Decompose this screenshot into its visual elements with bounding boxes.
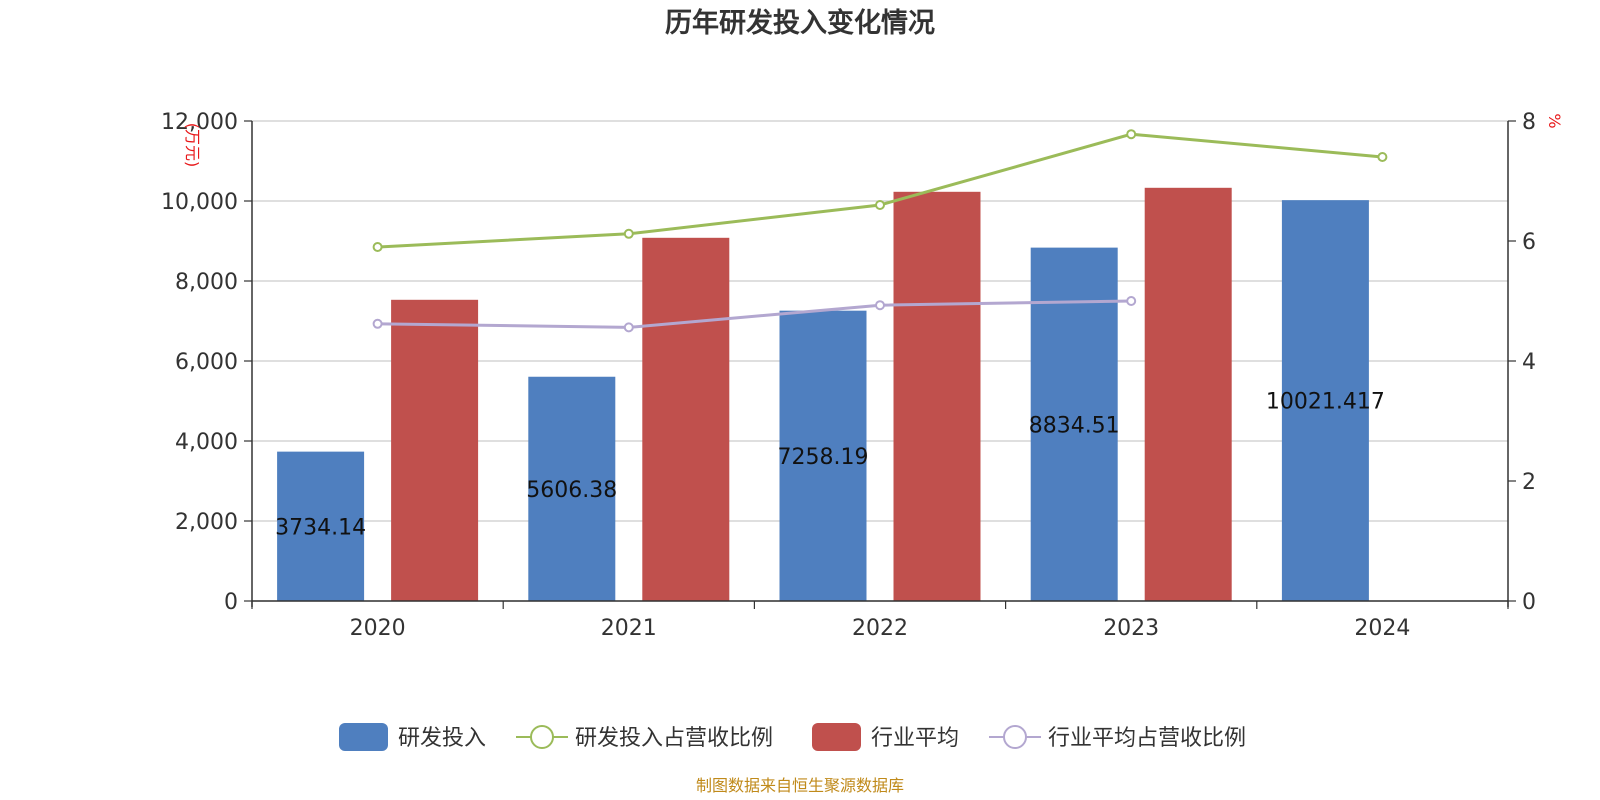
right-axis-unit: % [1545, 113, 1564, 128]
bar-rd-investment [1281, 200, 1369, 602]
line-point [623, 228, 634, 239]
bar-industry-average [893, 191, 981, 602]
chart-title: 历年研发投入变化情况 [665, 7, 935, 39]
legend-bar-swatch [812, 723, 861, 751]
x-tick-label: 2021 [601, 616, 657, 641]
bar-industry-average [642, 237, 730, 602]
right-tick-label: 6 [1522, 230, 1536, 255]
left-tick-label: 10,000 [161, 190, 238, 215]
legend-bar-swatch [339, 723, 388, 751]
bar-data-label: 5606.38 [526, 478, 617, 503]
bar-rd-investment [779, 310, 867, 601]
line-point [623, 322, 634, 333]
x-tick-label: 2022 [852, 616, 908, 641]
bars [277, 187, 1369, 602]
legend-label: 行业平均占营收比例 [1048, 726, 1246, 751]
bar-data-label: 7258.19 [778, 445, 869, 470]
left-tick-label: 12,000 [161, 110, 238, 135]
bar-industry-average [391, 299, 479, 601]
bar-data-label: 10021.417 [1266, 390, 1385, 415]
x-tick-label: 2020 [350, 616, 406, 641]
legend-label: 研发投入 [398, 726, 486, 751]
line-point [372, 318, 383, 329]
right-tick-label: 2 [1522, 470, 1536, 495]
line-point [875, 200, 885, 210]
legend: 研发投入 研发投入占营收比例 行业平均 行业平均占营收比例 [339, 723, 1246, 751]
bar-industry-average [1144, 187, 1232, 602]
line-series [377, 299, 1132, 329]
x-tick-label: 2023 [1103, 616, 1159, 641]
line-point [875, 300, 885, 311]
bar-rd-investment [277, 451, 365, 601]
bar-data-label: 8834.51 [1029, 413, 1120, 438]
source-note: 制图数据来自恒生聚源数据库 [696, 776, 904, 795]
legend-label: 研发投入占营收比例 [575, 726, 773, 751]
line-point [1377, 152, 1388, 162]
left-tick-label: 2,000 [175, 510, 238, 535]
lines [372, 129, 1388, 333]
right-tick-label: 0 [1522, 590, 1536, 615]
legend-label: 行业平均 [871, 726, 959, 751]
bar-rd-investment [1030, 247, 1118, 601]
line-point [372, 242, 383, 252]
data-labels: 3734.14 5606.38 7258.19 8834.51 10021.417 [275, 390, 1385, 541]
bar-data-label: 3734.14 [275, 515, 366, 540]
left-tick-label: 6,000 [175, 350, 238, 375]
right-tick-label: 4 [1522, 350, 1536, 375]
line-point [1126, 129, 1137, 140]
right-tick-label: 8 [1522, 110, 1536, 135]
bar-rd-investment [528, 376, 616, 601]
x-tick-label: 2024 [1354, 616, 1410, 641]
left-tick-label: 0 [224, 590, 238, 615]
legend-line-marker [530, 725, 554, 749]
left-tick-label: 4,000 [175, 430, 238, 455]
axes: 0 2,000 4,000 6,000 8,000 10,000 12,000 0 2 4 6 8 20… [161, 110, 1536, 641]
line-point [1126, 296, 1137, 306]
left-axis-unit: (万元) [183, 123, 202, 168]
left-tick-label: 8,000 [175, 270, 238, 295]
legend-line-marker [1003, 725, 1027, 749]
